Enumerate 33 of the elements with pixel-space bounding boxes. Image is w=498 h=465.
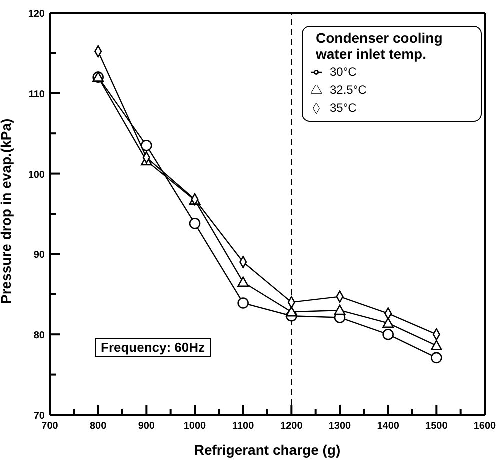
point <box>189 218 201 230</box>
annotation: Frequency: 60Hz <box>95 338 212 357</box>
x-tick-label: 1000 <box>184 421 207 432</box>
x-tick-label: 1500 <box>426 421 448 432</box>
point <box>141 140 152 152</box>
point <box>431 352 442 364</box>
y-tick-label: 100 <box>28 170 46 181</box>
y-axis-title: Pressure drop in evap.(kPa) <box>0 118 14 304</box>
x-tick-label: 1400 <box>377 421 400 432</box>
point <box>382 318 394 328</box>
y-tick-label: 80 <box>34 330 46 342</box>
y-tick-label: 110 <box>28 89 46 100</box>
point <box>431 340 442 351</box>
point <box>334 304 346 316</box>
x-tick-label: 800 <box>90 421 108 432</box>
legend-title: Condenser cooling water inlet temp. <box>316 30 444 62</box>
point <box>382 328 394 340</box>
x-axis-title: Refrigerant charge (g) <box>194 442 341 458</box>
point <box>238 276 249 287</box>
point <box>286 306 298 317</box>
legend-label: 30°C <box>330 65 357 79</box>
x-tick-label: 1600 <box>474 421 497 432</box>
point <box>238 298 249 309</box>
y-tick-label: 120 <box>28 9 46 20</box>
x-tick-label: 700 <box>42 421 59 432</box>
y-tick-label: 90 <box>34 250 46 262</box>
y-tick-label: 70 <box>34 411 46 422</box>
legend-label: 32.5°C <box>330 83 367 97</box>
x-tick-label: 1300 <box>328 421 352 432</box>
x-tick-label: 1100 <box>232 421 255 432</box>
legend-label: 35°C <box>330 101 357 115</box>
x-tick-label: 900 <box>138 421 156 432</box>
x-tick-label: 1200 <box>280 421 304 432</box>
